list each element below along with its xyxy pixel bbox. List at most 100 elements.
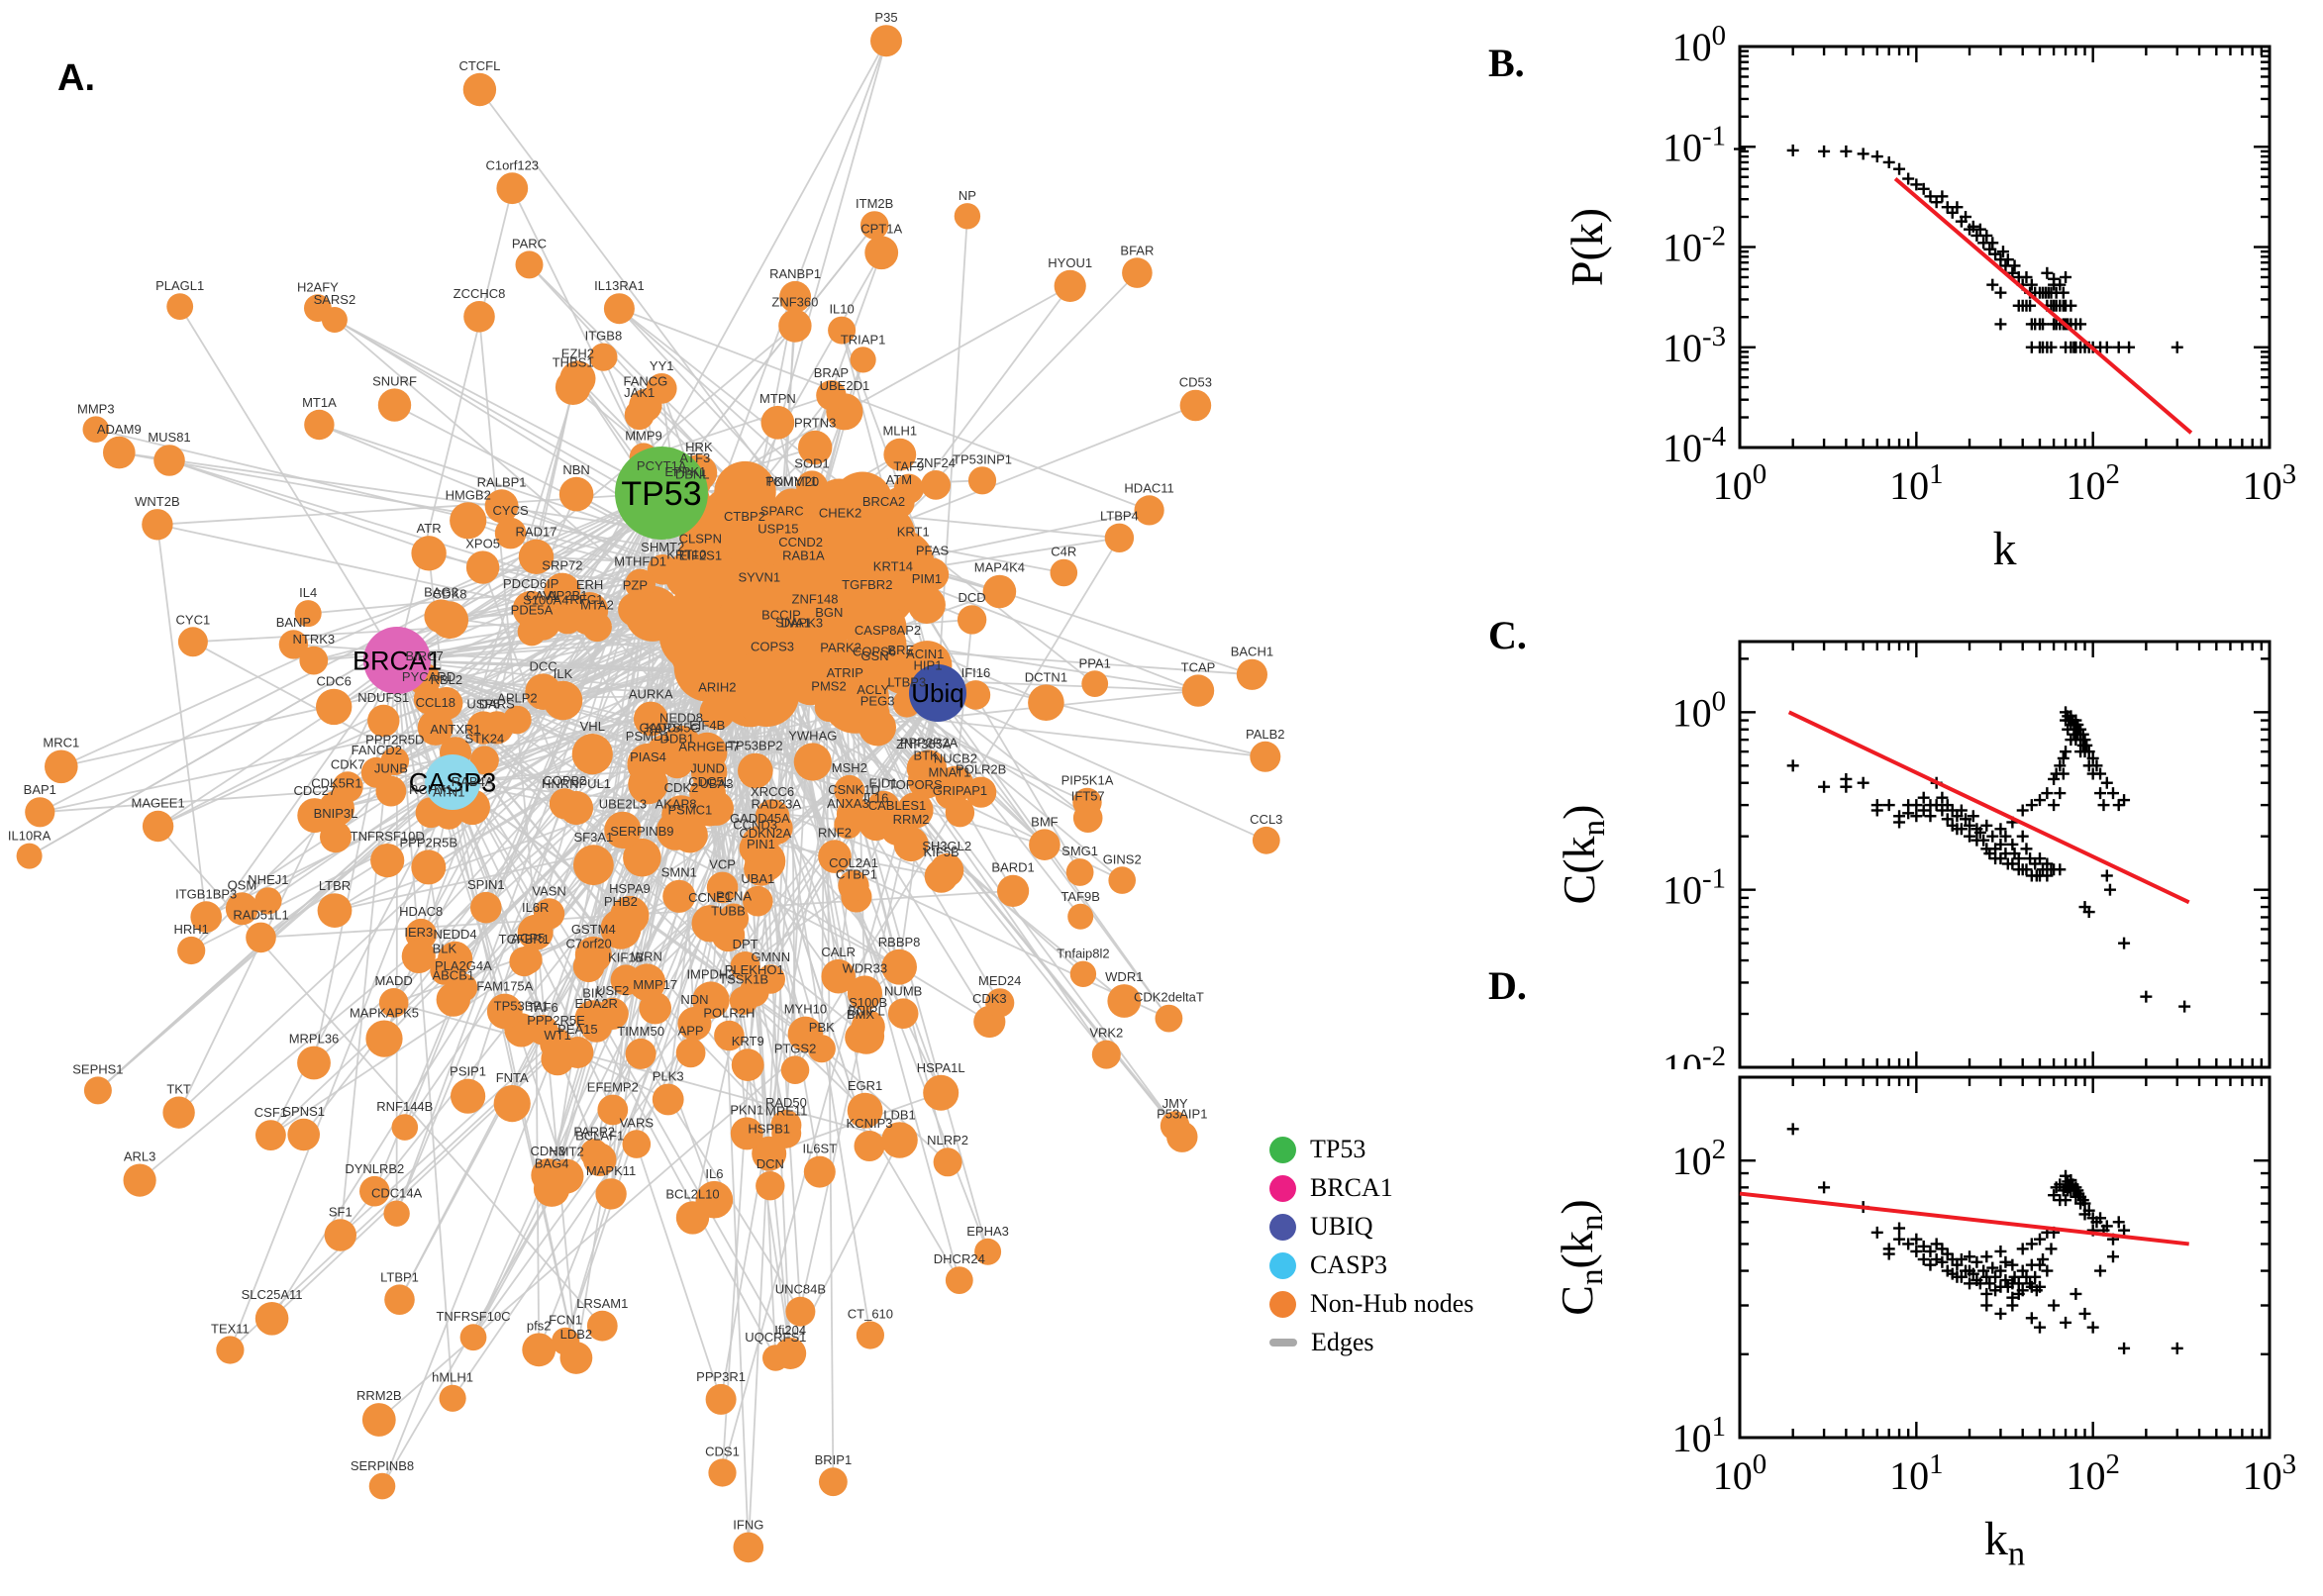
- non-hub-node: [552, 1327, 580, 1355]
- node-label: CYCS: [493, 503, 529, 518]
- legend-label: TP53: [1310, 1135, 1366, 1163]
- node-label: UBE2L3: [599, 797, 647, 812]
- node-label: TCAP: [1181, 659, 1216, 674]
- node-label: YWHAG: [788, 729, 837, 744]
- non-hub-node: [595, 1178, 627, 1210]
- node-label: TP53BP2: [728, 739, 783, 753]
- non-hub-node: [522, 1333, 556, 1367]
- node-label: ATF3: [679, 450, 710, 465]
- node-label: CDC27: [293, 783, 336, 798]
- non-hub-node: [534, 898, 565, 930]
- node-label: PSMD1: [626, 729, 670, 744]
- node-label: LRSAM1: [576, 1296, 628, 1311]
- node-label: BACH1: [1231, 645, 1273, 659]
- node-label: USF2: [596, 983, 629, 998]
- node-label: MAP4K4: [974, 560, 1025, 575]
- node-label: ARHGEF7: [678, 740, 739, 754]
- node-label: SIVA1: [775, 615, 811, 630]
- node-label: EIF4B: [689, 718, 725, 733]
- node-label: MED24: [978, 973, 1021, 988]
- non-hub-node: [572, 950, 605, 983]
- non-hub-node: [671, 817, 708, 853]
- node-label: KARS: [646, 720, 681, 735]
- svg-text:kn: kn: [1984, 1513, 2025, 1573]
- node-label: PPP2R2A: [900, 736, 959, 750]
- node-label: PIM1: [912, 571, 942, 586]
- node-label: CDC14A: [371, 1186, 423, 1201]
- non-hub-node: [624, 400, 655, 431]
- node-label: WNT2B: [135, 494, 180, 509]
- node-label: HSPA1L: [917, 1060, 965, 1075]
- svg-text:10-3: 10-3: [1663, 321, 1726, 370]
- non-hub-node: [847, 1092, 883, 1129]
- network-nodes: [16, 25, 1281, 1563]
- node-label: ATRIP: [827, 665, 863, 680]
- node-label: ZNF148: [792, 591, 839, 606]
- non-hub-node: [470, 891, 502, 924]
- node-label: MMP9: [625, 428, 662, 443]
- non-hub-node: [45, 749, 78, 784]
- node-label: IL16: [863, 791, 888, 806]
- node-label: GADD45A: [730, 811, 790, 826]
- node-label: SF3A1: [574, 830, 614, 845]
- node-label: DCTN1: [1025, 669, 1067, 684]
- svg-text:10-4: 10-4: [1663, 421, 1726, 470]
- node-label: FANCG: [624, 374, 668, 389]
- non-hub-node: [739, 976, 769, 1007]
- node-label: DPT: [733, 937, 758, 951]
- hub-node-casp3: [425, 754, 480, 810]
- node-label: CYC1: [176, 612, 211, 627]
- node-label: BFAR: [1120, 243, 1154, 257]
- node-label: RFC1: [569, 592, 603, 607]
- non-hub-node: [788, 562, 819, 593]
- non-hub-node: [555, 369, 591, 406]
- node-label: CT_610: [848, 1307, 893, 1322]
- non-hub-node: [821, 958, 856, 994]
- node-label: RRM2B: [356, 1388, 402, 1403]
- node-label: SPARC: [760, 504, 804, 519]
- non-hub-node: [378, 988, 409, 1018]
- non-hub-node: [967, 466, 997, 495]
- non-hub-node: [254, 887, 282, 915]
- node-label: COL2A1: [829, 855, 878, 870]
- node-label: VASN: [532, 883, 565, 898]
- node-label: ZCCHC8: [454, 286, 506, 301]
- node-swatch-icon: [1269, 1251, 1296, 1279]
- node-label: LTBP4: [1100, 509, 1139, 524]
- node-label: KRT9: [732, 1034, 764, 1048]
- non-hub-node: [954, 203, 981, 230]
- node-label: C7orf20: [565, 937, 611, 951]
- node-label: PLEKHO1: [725, 962, 784, 977]
- non-hub-node: [819, 1467, 848, 1497]
- node-label: RAD23A: [752, 796, 802, 811]
- node-label: POLR2H: [703, 1006, 755, 1021]
- non-hub-node: [544, 572, 581, 610]
- node-label: PLK3: [653, 1069, 684, 1084]
- non-hub-node: [960, 680, 991, 710]
- node-label: TNFRSF10D: [351, 829, 425, 844]
- node-label: SPNS1: [282, 1104, 325, 1119]
- node-label: ABCB1: [432, 968, 474, 983]
- non-hub-node: [899, 539, 928, 567]
- node-label: GSTM4: [571, 922, 616, 937]
- non-hub-node: [858, 708, 896, 747]
- non-hub-node: [887, 998, 919, 1029]
- node-label: FCN1: [549, 1313, 582, 1328]
- node-swatch-icon: [1269, 1290, 1296, 1318]
- non-hub-node: [874, 573, 912, 611]
- node-label: MRC1: [43, 736, 79, 750]
- legend-item-ubiq: UBIQ: [1269, 1212, 1473, 1242]
- node-label: CCNE1: [688, 890, 732, 905]
- node-label: RNF144B: [376, 1099, 433, 1114]
- legend-item-tp53: TP53: [1269, 1135, 1473, 1164]
- non-hub-node: [957, 605, 987, 635]
- non-hub-node: [850, 347, 876, 373]
- node-label: EIF2S1: [679, 549, 722, 563]
- non-hub-node: [380, 747, 410, 775]
- node-label: MRE11: [765, 1104, 807, 1119]
- non-hub-node: [1104, 523, 1135, 552]
- node-label: ANXA3: [827, 796, 869, 811]
- svg-text:10-2: 10-2: [1663, 221, 1726, 270]
- node-label: BIRC7: [405, 648, 443, 663]
- node-label: DBNL: [675, 467, 710, 482]
